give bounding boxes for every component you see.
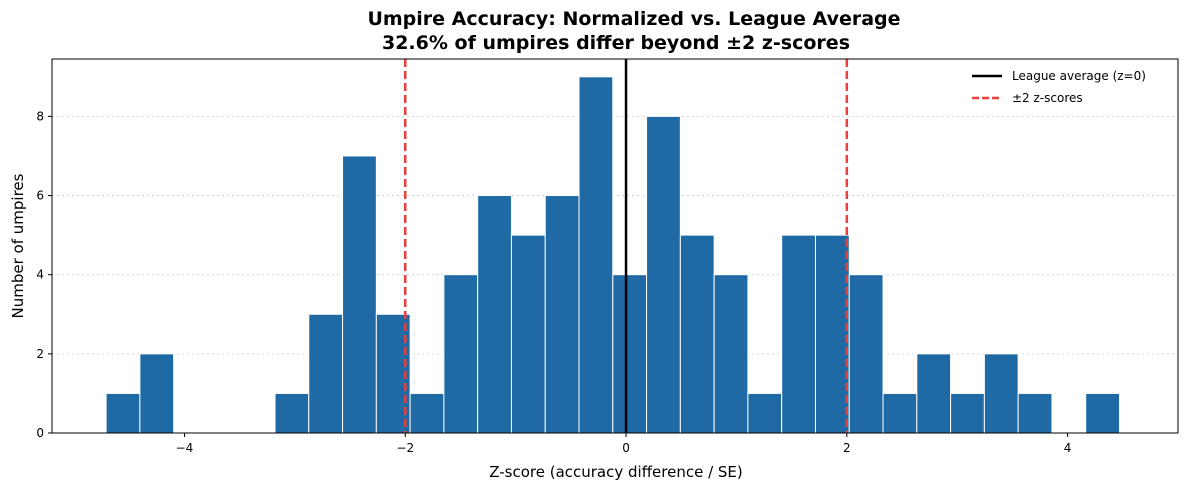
histogram-bar bbox=[983, 353, 1019, 434]
histogram-bar bbox=[544, 195, 580, 434]
x-axis-label: Z-score (accuracy difference / SE) bbox=[489, 463, 743, 481]
y-axis-label: Number of umpires bbox=[9, 173, 27, 318]
y-axis-ticks: 0 2 4 6 8 bbox=[36, 109, 52, 440]
histogram-bar bbox=[510, 234, 546, 434]
histogram-bar bbox=[409, 392, 445, 434]
histogram-bar bbox=[139, 353, 175, 434]
histogram-bar bbox=[1017, 392, 1053, 434]
histogram-bar bbox=[848, 274, 884, 434]
histogram-bar bbox=[612, 274, 648, 434]
legend-label-league-average: League average (z=0) bbox=[1012, 69, 1146, 83]
y-tick-label: 6 bbox=[36, 189, 44, 203]
histogram-bar bbox=[882, 392, 918, 434]
histogram-bars bbox=[105, 76, 1120, 434]
y-tick-label: 8 bbox=[36, 109, 44, 123]
histogram-bar bbox=[916, 353, 952, 434]
reference-lines bbox=[404, 59, 849, 433]
histogram-bar bbox=[477, 195, 512, 434]
histogram-bar bbox=[105, 392, 141, 434]
x-tick-label: 4 bbox=[1064, 441, 1072, 455]
histogram-bar bbox=[578, 76, 614, 434]
x-tick-label: −2 bbox=[396, 441, 414, 455]
x-tick-label: 0 bbox=[622, 441, 630, 455]
x-tick-label: −4 bbox=[176, 441, 194, 455]
histogram-bar bbox=[679, 234, 715, 434]
histogram-bar bbox=[781, 234, 816, 434]
legend-label-two-z-scores: ±2 z-scores bbox=[1012, 91, 1083, 105]
histogram-bar bbox=[342, 155, 377, 434]
legend: League average (z=0) ±2 z-scores bbox=[972, 69, 1146, 105]
histogram-bar bbox=[950, 392, 985, 434]
histogram-bar bbox=[1085, 392, 1120, 434]
histogram-bar bbox=[713, 274, 749, 434]
histogram-bar bbox=[646, 115, 681, 434]
histogram-bar bbox=[274, 392, 310, 434]
histogram-bar bbox=[814, 234, 850, 434]
chart-title: Umpire Accuracy: Normalized vs. League A… bbox=[367, 8, 900, 30]
histogram-bar bbox=[747, 392, 783, 434]
x-tick-label: 2 bbox=[843, 441, 851, 455]
x-axis-ticks: −4 −2 0 2 4 bbox=[176, 433, 1072, 455]
y-tick-label: 0 bbox=[36, 426, 44, 440]
y-tick-label: 4 bbox=[36, 268, 44, 282]
histogram-bar bbox=[308, 313, 344, 434]
chart-subtitle: 32.6% of umpires differ beyond ±2 z-scor… bbox=[382, 32, 850, 54]
histogram-bar bbox=[443, 274, 479, 434]
plot-frame bbox=[51, 58, 1179, 434]
y-tick-label: 2 bbox=[36, 347, 44, 361]
